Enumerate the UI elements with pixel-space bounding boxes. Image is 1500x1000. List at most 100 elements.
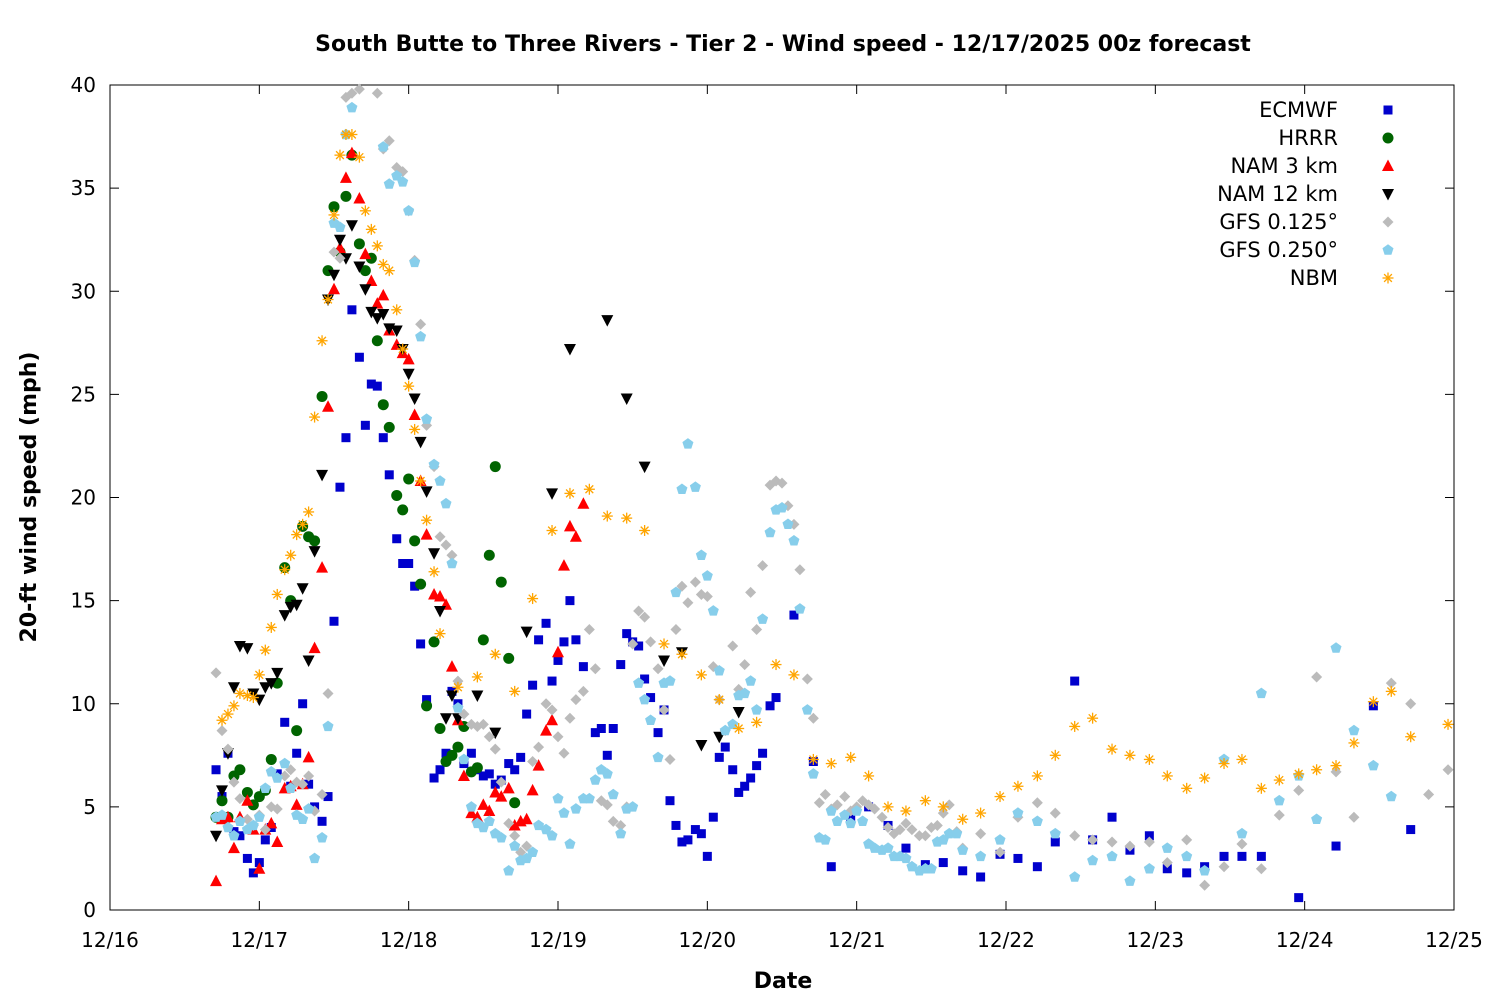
data-point bbox=[404, 559, 414, 568]
data-point bbox=[253, 811, 265, 822]
data-point bbox=[290, 798, 303, 810]
data-point bbox=[502, 781, 515, 794]
data-point bbox=[377, 141, 389, 152]
data-point bbox=[863, 770, 875, 782]
data-point bbox=[490, 779, 500, 789]
series-4 bbox=[210, 83, 1454, 891]
data-point bbox=[428, 636, 440, 648]
data-point bbox=[869, 803, 881, 815]
data-point bbox=[1181, 850, 1193, 862]
data-point bbox=[1293, 768, 1305, 780]
data-point bbox=[831, 815, 843, 826]
data-point bbox=[794, 603, 806, 614]
data-point bbox=[975, 828, 987, 840]
data-point bbox=[620, 393, 633, 405]
data-point bbox=[477, 798, 490, 810]
data-point bbox=[751, 704, 763, 715]
data-point bbox=[489, 648, 501, 660]
data-point bbox=[1161, 842, 1173, 853]
x-tick-label: 12/21 bbox=[828, 928, 886, 952]
data-point bbox=[471, 690, 484, 702]
data-point bbox=[353, 151, 365, 163]
data-point bbox=[446, 549, 458, 561]
data-point bbox=[216, 785, 228, 797]
data-point bbox=[222, 821, 234, 833]
data-point bbox=[397, 343, 409, 355]
data-point bbox=[328, 209, 340, 221]
data-point bbox=[776, 477, 788, 489]
data-point bbox=[607, 815, 619, 827]
data-point bbox=[906, 824, 918, 836]
data-point bbox=[1255, 687, 1267, 699]
data-point bbox=[334, 221, 346, 232]
data-point bbox=[1348, 724, 1360, 736]
data-point bbox=[652, 751, 664, 763]
data-point bbox=[241, 643, 254, 655]
data-point bbox=[1442, 718, 1454, 730]
data-point bbox=[857, 815, 869, 826]
data-point bbox=[732, 707, 745, 719]
data-point bbox=[1348, 737, 1360, 749]
data-point bbox=[409, 423, 421, 435]
x-tick-label: 12/20 bbox=[679, 928, 737, 952]
data-point bbox=[316, 335, 328, 347]
data-point bbox=[271, 835, 284, 847]
series-5 bbox=[210, 101, 1397, 886]
data-point bbox=[265, 678, 278, 690]
series-3 bbox=[210, 220, 745, 843]
data-point bbox=[353, 191, 366, 204]
data-point bbox=[308, 641, 321, 654]
data-point bbox=[559, 637, 569, 647]
data-point bbox=[452, 681, 464, 693]
data-point bbox=[446, 557, 458, 569]
data-point bbox=[976, 872, 986, 882]
data-point bbox=[589, 663, 601, 675]
data-point bbox=[639, 525, 651, 536]
data-point bbox=[527, 846, 539, 857]
data-point bbox=[601, 799, 613, 811]
data-point bbox=[359, 265, 371, 277]
data-point bbox=[520, 626, 533, 639]
data-point bbox=[601, 315, 614, 327]
data-point bbox=[390, 325, 403, 337]
data-point bbox=[583, 624, 595, 635]
data-point bbox=[708, 812, 718, 822]
data-point bbox=[260, 835, 270, 845]
data-point bbox=[278, 610, 291, 622]
data-point bbox=[1237, 851, 1247, 861]
data-point bbox=[1143, 836, 1155, 848]
y-tick-label: 25 bbox=[71, 382, 96, 406]
data-point bbox=[577, 685, 589, 697]
data-point bbox=[457, 769, 470, 781]
data-point bbox=[728, 765, 738, 775]
data-point bbox=[851, 805, 863, 816]
data-point bbox=[328, 269, 340, 282]
data-point bbox=[695, 740, 708, 752]
data-point bbox=[616, 660, 626, 670]
data-point bbox=[1273, 809, 1285, 821]
data-point bbox=[471, 671, 483, 683]
data-point bbox=[683, 835, 693, 845]
data-point bbox=[975, 850, 987, 862]
data-point bbox=[665, 796, 675, 806]
data-point bbox=[415, 578, 427, 590]
legend-marker bbox=[1383, 105, 1393, 115]
data-point bbox=[445, 690, 458, 702]
data-point bbox=[435, 765, 445, 775]
data-point bbox=[415, 318, 427, 330]
data-point bbox=[322, 400, 335, 412]
data-point bbox=[1106, 743, 1118, 755]
data-point bbox=[297, 518, 309, 530]
data-point bbox=[328, 282, 340, 295]
data-point bbox=[420, 528, 433, 540]
data-point bbox=[259, 824, 271, 836]
data-point bbox=[434, 590, 447, 602]
data-point bbox=[1012, 780, 1024, 792]
data-point bbox=[377, 308, 390, 321]
data-point bbox=[402, 352, 415, 365]
data-point bbox=[882, 842, 894, 853]
data-point bbox=[222, 708, 234, 720]
data-point bbox=[938, 858, 948, 868]
data-point bbox=[345, 146, 358, 159]
data-point bbox=[645, 636, 657, 648]
